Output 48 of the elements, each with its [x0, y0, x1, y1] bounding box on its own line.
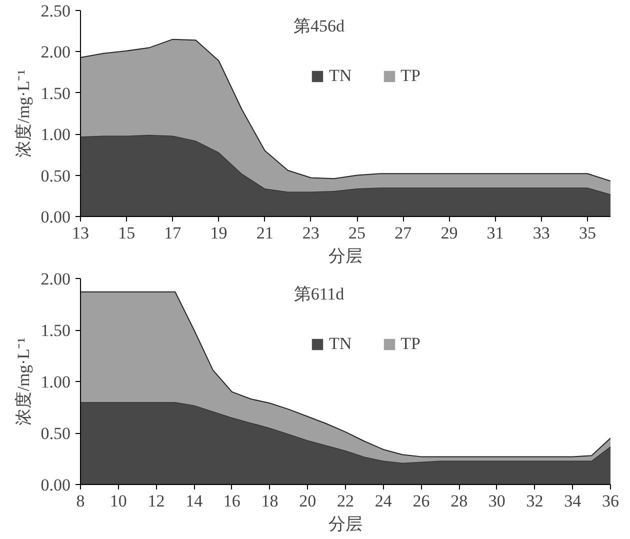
chart-title: 第456d	[294, 16, 345, 36]
x-tick-label: 10	[110, 492, 127, 510]
x-tick-label: 32	[526, 492, 544, 510]
y-tick-label: 0.50	[40, 424, 70, 443]
x-tick-label: 16	[223, 492, 240, 510]
x-tick-label: 22	[337, 492, 354, 510]
x-tick-label: 34	[564, 492, 582, 510]
x-tick-label: 15	[118, 224, 136, 242]
y-tick-label: 0.00	[40, 476, 70, 494]
x-tick-label: 33	[532, 224, 550, 242]
x-axis-title: 分层	[328, 246, 362, 266]
y-tick-label: 1.50	[40, 321, 70, 340]
legend-label: TP	[400, 66, 421, 86]
y-tick-label: 2.50	[40, 2, 70, 20]
y-tick-label: 1.00	[40, 125, 70, 144]
legend-label: TP	[400, 334, 421, 354]
x-tick-label: 30	[488, 492, 506, 510]
x-tick-label: 28	[450, 492, 468, 510]
x-tick-label: 23	[302, 224, 320, 242]
x-tick-label: 18	[261, 492, 278, 510]
x-tick-label: 25	[348, 224, 366, 242]
legend-label: TN	[329, 66, 352, 86]
x-tick-label: 35	[578, 224, 596, 242]
x-tick-label: 27	[394, 224, 412, 242]
y-tick-label: 1.00	[40, 372, 70, 392]
x-tick-label: 21	[256, 224, 274, 242]
y-tick-label: 2.00	[40, 42, 70, 62]
x-tick-label: 19	[210, 224, 228, 242]
x-tick-label: 20	[299, 492, 316, 510]
x-tick-label: 26	[412, 492, 430, 510]
x-tick-label: 17	[164, 224, 182, 242]
legend-label: TN	[329, 334, 352, 354]
x-tick-label: 8	[76, 492, 85, 510]
x-tick-label: 31	[486, 224, 504, 242]
x-tick-label: 12	[148, 492, 165, 510]
y-tick-label: 0.00	[40, 208, 70, 226]
x-tick-label: 29	[440, 224, 458, 242]
y-tick-label: 2.00	[40, 270, 70, 288]
x-tick-label: 13	[72, 224, 89, 242]
y-tick-label: 1.50	[40, 84, 70, 103]
x-tick-label: 36	[602, 492, 619, 510]
chart-title: 第611d	[294, 284, 345, 304]
y-axis-title: 浓度/mg·L⁻¹	[14, 338, 33, 426]
x-tick-label: 14	[186, 492, 204, 510]
y-axis-title: 浓度/mg·L⁻¹	[14, 70, 33, 158]
x-axis-title: 分层	[328, 514, 362, 534]
x-tick-label: 24	[374, 492, 392, 510]
y-tick-label: 0.50	[40, 166, 70, 186]
